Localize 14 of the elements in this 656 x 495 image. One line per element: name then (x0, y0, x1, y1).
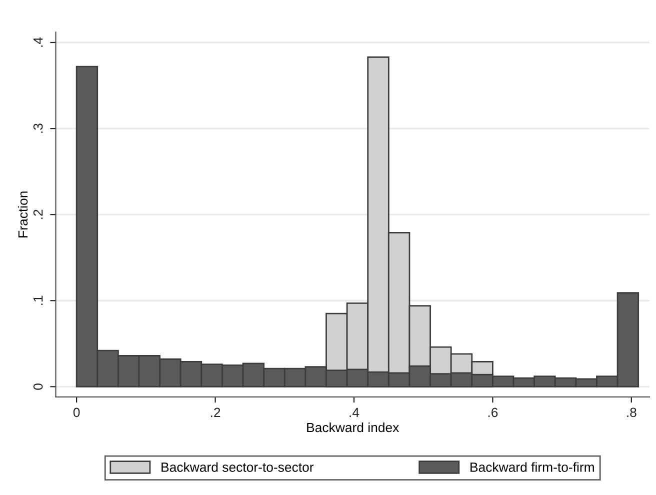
x-axis-title: Backward index (307, 422, 400, 432)
y-tick-label: 0 (33, 384, 43, 390)
y-tick-label: .1 (34, 296, 43, 305)
legend-label: Backward sector-to-sector (162, 462, 314, 472)
y-tick-label: .4 (34, 37, 43, 47)
x-tick-label: .8 (627, 408, 636, 418)
y-axis-title: Fraction (18, 192, 28, 238)
y-tick-label: .2 (33, 210, 43, 219)
legend-label: Backward firm-to-firm (470, 462, 594, 472)
y-tick-label: .3 (33, 124, 43, 133)
x-tick-label: .6 (488, 408, 498, 418)
x-tick-label: .4 (350, 408, 360, 417)
x-tick-label: .2 (210, 408, 220, 417)
x-tick-label: 0 (73, 408, 80, 418)
